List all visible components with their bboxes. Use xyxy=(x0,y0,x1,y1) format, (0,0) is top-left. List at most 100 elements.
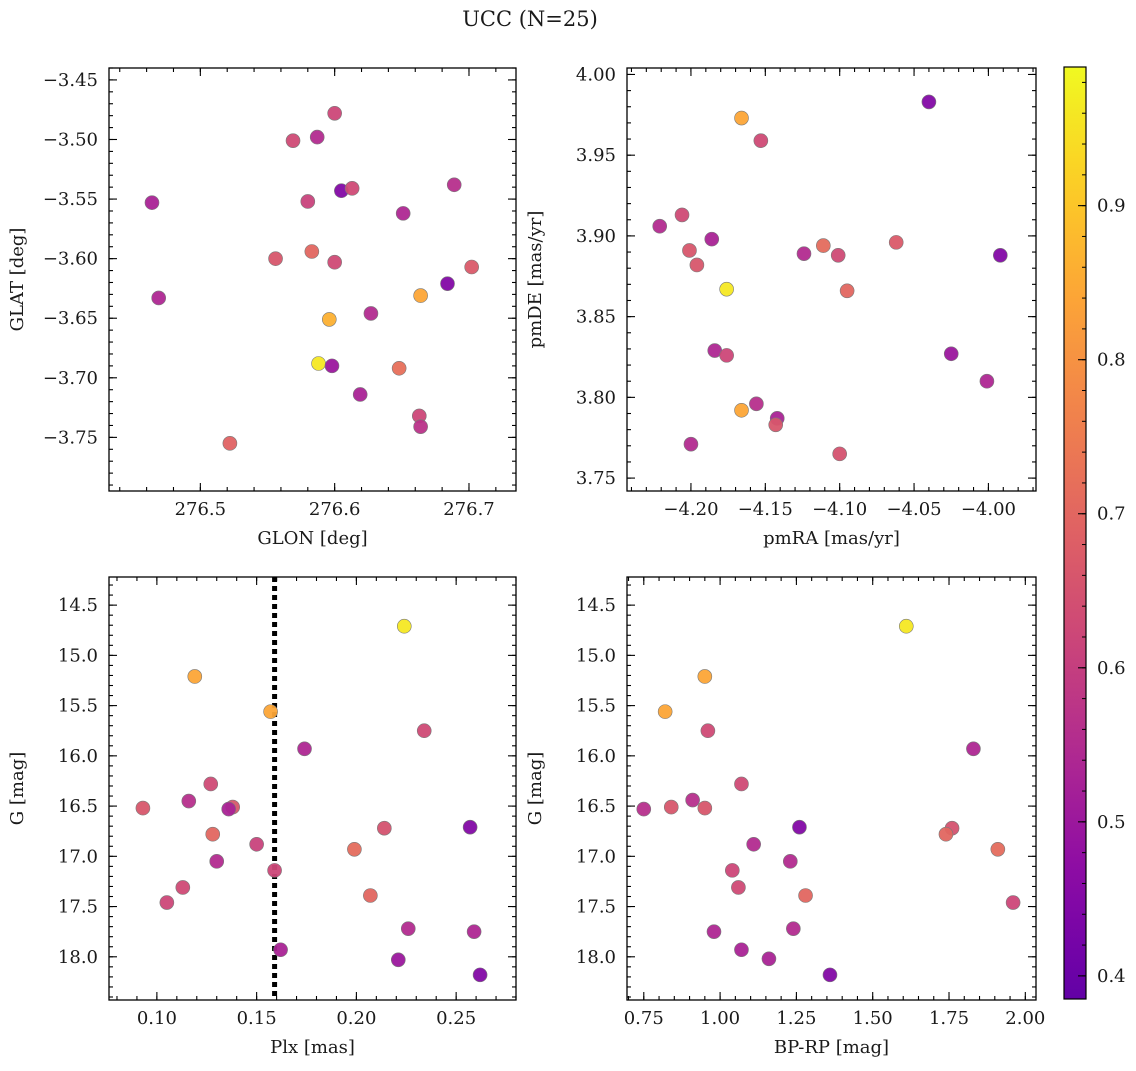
colorbar-tick-label: 0.6 xyxy=(1097,658,1126,679)
colorbar: 0.4 0.5 0.6 0.7 0.8 0.9 xyxy=(1063,66,1126,1000)
y-tick-label: 3.85 xyxy=(576,307,616,328)
y-tick-label: 16.0 xyxy=(576,746,616,767)
data-point xyxy=(309,129,325,145)
data-point xyxy=(273,942,288,958)
data-point xyxy=(761,951,777,967)
data-point xyxy=(938,826,954,842)
data-point xyxy=(327,254,342,270)
data-point xyxy=(377,820,392,836)
x-axis-label: BP-RP [mag] xyxy=(774,1037,889,1058)
data-point xyxy=(746,836,761,852)
data-point xyxy=(268,251,283,266)
data-point xyxy=(966,741,981,757)
data-point xyxy=(734,776,749,792)
data-point xyxy=(704,231,720,247)
data-point xyxy=(888,235,904,250)
data-point xyxy=(324,358,340,374)
data-point xyxy=(719,348,734,363)
data-point xyxy=(391,360,407,376)
data-point xyxy=(782,854,798,869)
data-point xyxy=(979,373,995,389)
y-tick-label: 15.5 xyxy=(576,696,616,717)
scatter-points xyxy=(135,618,488,983)
panel-top-left: 276.5 276.6 276.7 −3.45 −3.50 −3.55 −3.60 −3.65… xyxy=(7,67,517,549)
scatter-points xyxy=(144,105,479,451)
data-point xyxy=(347,841,362,857)
data-point xyxy=(682,243,697,258)
x-tick-label: 1.75 xyxy=(929,1008,969,1029)
data-point xyxy=(734,110,749,126)
data-point xyxy=(657,704,673,719)
y-tick-label: 14.5 xyxy=(576,595,616,616)
colorbar-tick-label: 0.9 xyxy=(1097,196,1126,217)
data-point xyxy=(352,387,368,402)
x-tick-label: −4.05 xyxy=(886,499,941,520)
data-point xyxy=(175,880,191,895)
data-point xyxy=(943,346,959,362)
x-tick-label: 1.25 xyxy=(776,1008,816,1029)
x-tick-label: −4.15 xyxy=(738,499,793,520)
y-tick-label: 4.00 xyxy=(576,64,616,85)
x-tick-label: 276.7 xyxy=(443,499,495,520)
data-point xyxy=(689,257,705,273)
data-point xyxy=(697,669,713,684)
x-tick-label: −4.10 xyxy=(812,499,867,520)
x-tick-label: 1.50 xyxy=(853,1008,893,1029)
data-point xyxy=(181,793,197,809)
data-point xyxy=(300,194,316,209)
y-tick-label: 15.5 xyxy=(58,696,98,717)
axes-frame xyxy=(108,67,517,492)
data-point xyxy=(344,181,360,196)
colorbar-tick-label: 0.7 xyxy=(1097,504,1126,525)
y-tick-label: −3.50 xyxy=(43,129,98,150)
data-point xyxy=(416,723,432,739)
panels-layer: 276.5 276.6 276.7 −3.45 −3.50 −3.55 −3.60 −3.65… xyxy=(7,64,1045,1058)
data-point xyxy=(144,195,160,210)
data-point xyxy=(203,776,219,792)
data-point xyxy=(731,880,746,895)
y-tick-label: −3.65 xyxy=(43,308,98,329)
colorbar-frame xyxy=(1063,66,1087,1000)
y-tick-label: 16.5 xyxy=(58,796,98,817)
colorbar-tick-label: 0.5 xyxy=(1097,812,1126,833)
data-point xyxy=(822,967,838,983)
y-tick-label: 15.0 xyxy=(576,645,616,666)
x-tick-label: 2.00 xyxy=(1005,1008,1045,1029)
y-tick-label: 14.5 xyxy=(58,595,98,616)
data-point xyxy=(205,826,221,842)
data-point xyxy=(363,888,378,903)
axes-frame xyxy=(626,67,1037,492)
data-point xyxy=(440,276,455,291)
y-tick-label: 3.95 xyxy=(576,145,616,166)
panel-bottom-left: 0.10 0.15 0.20 0.25 14.5 15.0 15.5 16.0 16.5 17.0… xyxy=(7,576,517,1058)
data-point xyxy=(285,133,301,148)
data-point xyxy=(267,863,282,878)
data-point xyxy=(311,356,326,371)
y-tick-label: 17.0 xyxy=(58,846,98,867)
x-tick-label: 0.10 xyxy=(137,1008,177,1029)
y-axis-label: pmDE [mas/yr] xyxy=(525,211,546,349)
data-point xyxy=(321,312,337,327)
y-tick-label: 3.75 xyxy=(576,468,616,489)
data-point xyxy=(921,94,937,110)
data-point xyxy=(363,306,379,321)
scatter-points xyxy=(652,94,1008,462)
data-point xyxy=(734,402,749,418)
x-tick-label: 276.6 xyxy=(309,499,361,520)
data-point xyxy=(327,105,342,121)
data-point xyxy=(898,618,914,634)
data-point xyxy=(466,924,482,939)
y-axis-label: G [mag] xyxy=(7,752,28,825)
data-point xyxy=(462,819,478,835)
y-tick-label: −3.75 xyxy=(43,427,98,448)
data-point xyxy=(796,246,812,261)
data-point xyxy=(798,888,813,903)
y-tick-label: 17.5 xyxy=(576,897,616,918)
data-point xyxy=(700,723,716,739)
y-tick-label: 3.90 xyxy=(576,226,616,247)
y-tick-label: 3.80 xyxy=(576,387,616,408)
data-point xyxy=(993,247,1008,263)
data-point xyxy=(725,863,740,878)
panel-top-right: −4.20 −4.15 −4.10 −4.05 −4.00 3.75 3.80 3.85 3.9… xyxy=(525,64,1037,549)
